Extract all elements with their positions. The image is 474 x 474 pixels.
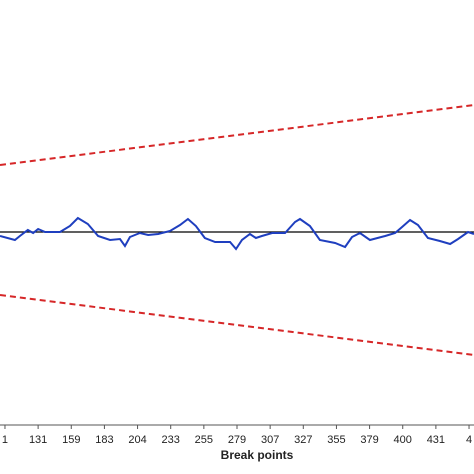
x-tick-label: 400 bbox=[394, 434, 412, 446]
x-tick-label: 431 bbox=[427, 434, 445, 446]
series-line bbox=[0, 104, 474, 166]
x-tick-label: 379 bbox=[360, 434, 378, 446]
x-tick-label: 233 bbox=[162, 434, 180, 446]
x-tick-label: 204 bbox=[128, 434, 146, 446]
x-tick-label: 4 bbox=[466, 434, 472, 446]
x-tick-label: 327 bbox=[294, 434, 312, 446]
series-line bbox=[0, 294, 474, 356]
x-tick-label: 1 bbox=[2, 434, 8, 446]
x-tick-label: 307 bbox=[261, 434, 279, 446]
x-tick-label: 159 bbox=[62, 434, 80, 446]
x-tick-label: 131 bbox=[29, 434, 47, 446]
x-tick-label: 279 bbox=[228, 434, 246, 446]
x-tick-label: 355 bbox=[327, 434, 345, 446]
x-tick-label: 183 bbox=[95, 434, 113, 446]
x-axis-title: Break points bbox=[221, 448, 294, 462]
series-line bbox=[0, 216, 474, 251]
x-tick-label: 255 bbox=[195, 434, 213, 446]
